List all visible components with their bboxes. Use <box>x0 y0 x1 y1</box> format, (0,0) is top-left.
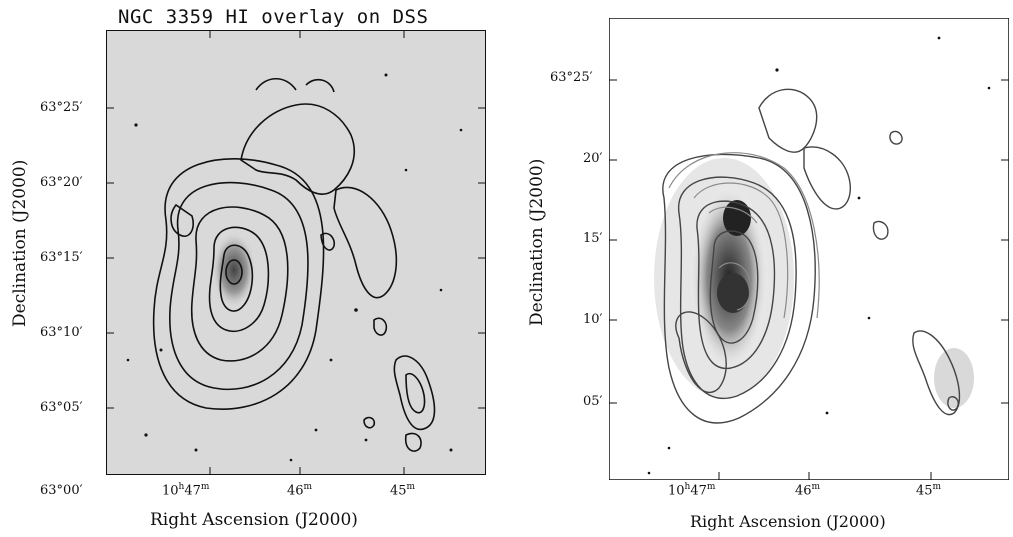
left-y-tick: 63°00′ <box>40 483 83 498</box>
right-y-tick: 15′ <box>583 231 603 246</box>
left-y-tick: 63°15′ <box>40 250 83 265</box>
left-y-axis-label: Declination (J2000) <box>10 159 30 327</box>
left-x-tick: 45m <box>390 482 416 499</box>
right-y-tick: 05′ <box>583 394 603 409</box>
right-x-tick: 10h47m <box>668 482 716 499</box>
right-y-tick: 10′ <box>583 312 603 327</box>
right-y-tick: 63°25′ <box>550 70 593 85</box>
right-contour-map <box>609 18 1009 480</box>
right-y-tick: 20′ <box>583 151 603 166</box>
left-x-tick: 10h47m <box>162 482 210 499</box>
left-y-tick: 63°10′ <box>40 325 83 340</box>
left-y-tick: 63°05′ <box>40 400 83 415</box>
left-x-tick: 46m <box>287 482 313 499</box>
left-y-tick: 63°20′ <box>40 175 83 190</box>
right-x-axis-label: Right Ascension (J2000) <box>690 512 886 531</box>
right-y-axis-label: Declination (J2000) <box>527 158 547 326</box>
left-contour-map <box>106 30 486 475</box>
right-x-tick: 46m <box>795 482 821 499</box>
left-x-axis-label: Right Ascension (J2000) <box>150 510 358 530</box>
left-plot-title: NGC 3359 HI overlay on DSS <box>118 6 429 28</box>
right-x-tick: 45m <box>916 482 942 499</box>
left-y-tick: 63°25′ <box>40 100 83 115</box>
